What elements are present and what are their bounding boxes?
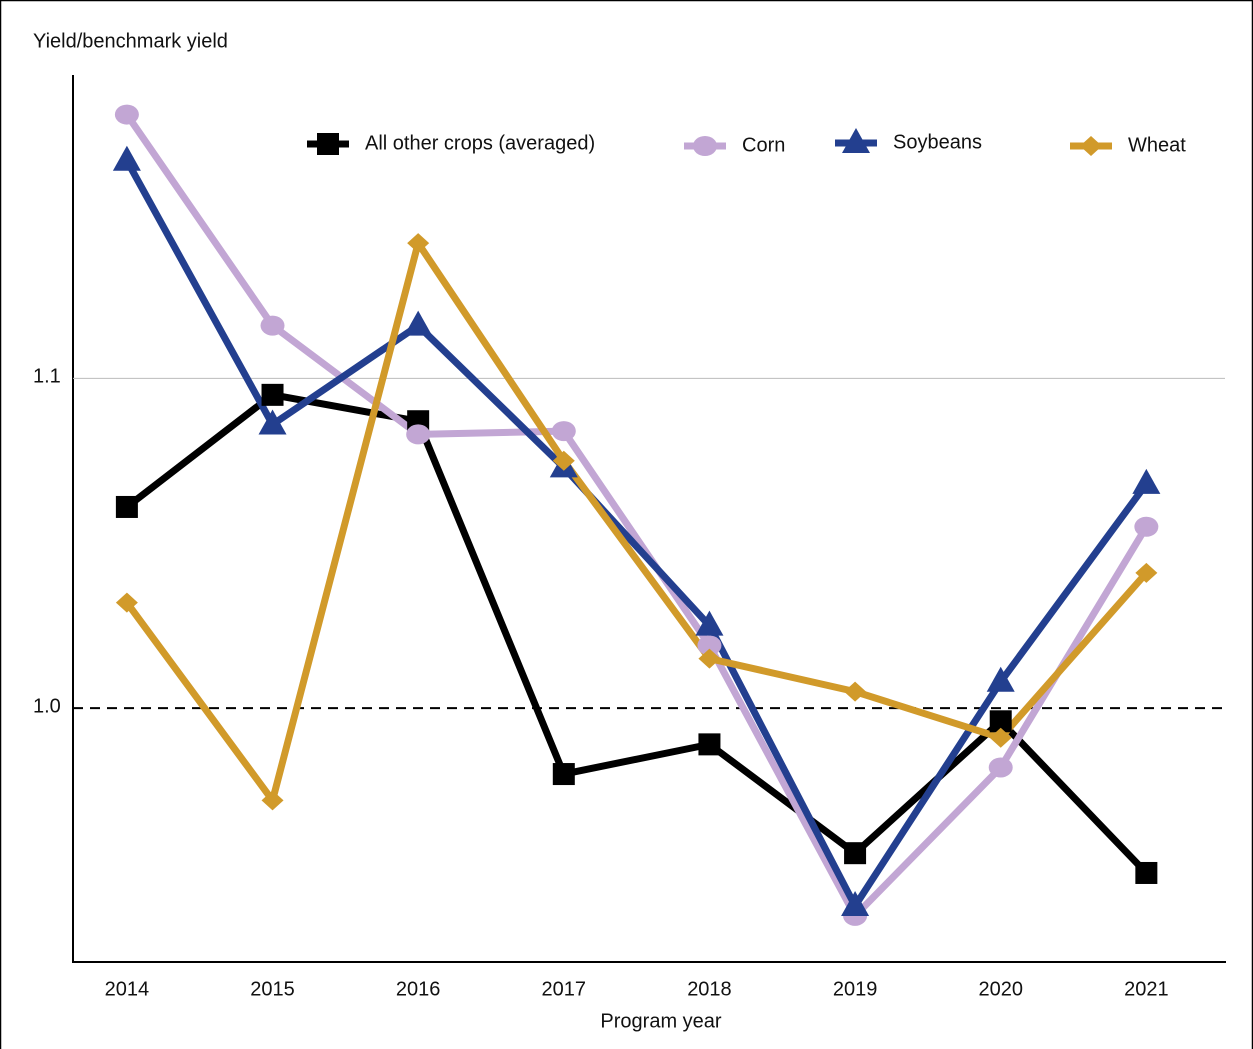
- data-point: [404, 310, 433, 336]
- data-point: [261, 383, 284, 406]
- y-tick-label: 1.1: [33, 366, 61, 388]
- data-point: [989, 710, 1012, 733]
- data-point: [112, 145, 141, 171]
- series-line: [124, 391, 1149, 876]
- x-tick-label: 2016: [396, 978, 441, 1000]
- data-point: [552, 450, 575, 471]
- series-line: [123, 159, 1150, 910]
- data-point: [1132, 468, 1161, 494]
- data-point: [989, 727, 1012, 748]
- legend-marker: [693, 136, 717, 156]
- data-point: [695, 610, 724, 636]
- legend-label: Wheat: [1128, 134, 1186, 156]
- data-point: [114, 104, 139, 125]
- legend-label: Soybeans: [893, 131, 982, 153]
- data-point: [258, 409, 287, 435]
- data-point: [1135, 861, 1158, 884]
- data-point: [115, 495, 138, 518]
- legend-marker: [317, 133, 339, 155]
- data-point: [552, 763, 575, 786]
- x-tick-label: 2021: [1124, 978, 1169, 1000]
- x-tick-label: 2019: [833, 978, 878, 1000]
- series-line: [124, 112, 1150, 920]
- x-tick-label: 2015: [250, 978, 295, 1000]
- legend-label: Corn: [742, 134, 785, 156]
- data-point: [698, 733, 721, 756]
- legend-marker: [1080, 136, 1102, 156]
- data-point: [1135, 562, 1158, 583]
- data-point: [407, 233, 430, 254]
- x-tick-label: 2020: [978, 978, 1023, 1000]
- data-point: [1134, 516, 1159, 537]
- data-point: [260, 315, 285, 336]
- data-point: [115, 592, 138, 613]
- data-point: [551, 421, 576, 442]
- series-line: [124, 239, 1149, 804]
- x-axis-label: Program year: [600, 1010, 721, 1032]
- legend-marker: [842, 128, 870, 153]
- data-point: [988, 757, 1013, 778]
- x-tick-label: 2018: [687, 978, 732, 1000]
- data-point: [986, 666, 1015, 692]
- y-axis-label: Yield/benchmark yield: [33, 30, 228, 52]
- data-point: [841, 890, 870, 916]
- data-point: [697, 635, 722, 656]
- y-tick-label: 1.0: [33, 695, 61, 717]
- x-tick-label: 2017: [542, 978, 587, 1000]
- data-point: [261, 790, 284, 811]
- x-tick-label: 2014: [105, 978, 150, 1000]
- data-point: [844, 842, 867, 865]
- legend-label: All other crops (averaged): [365, 132, 595, 154]
- data-point: [844, 681, 867, 702]
- data-point: [406, 424, 431, 445]
- data-point: [698, 648, 721, 669]
